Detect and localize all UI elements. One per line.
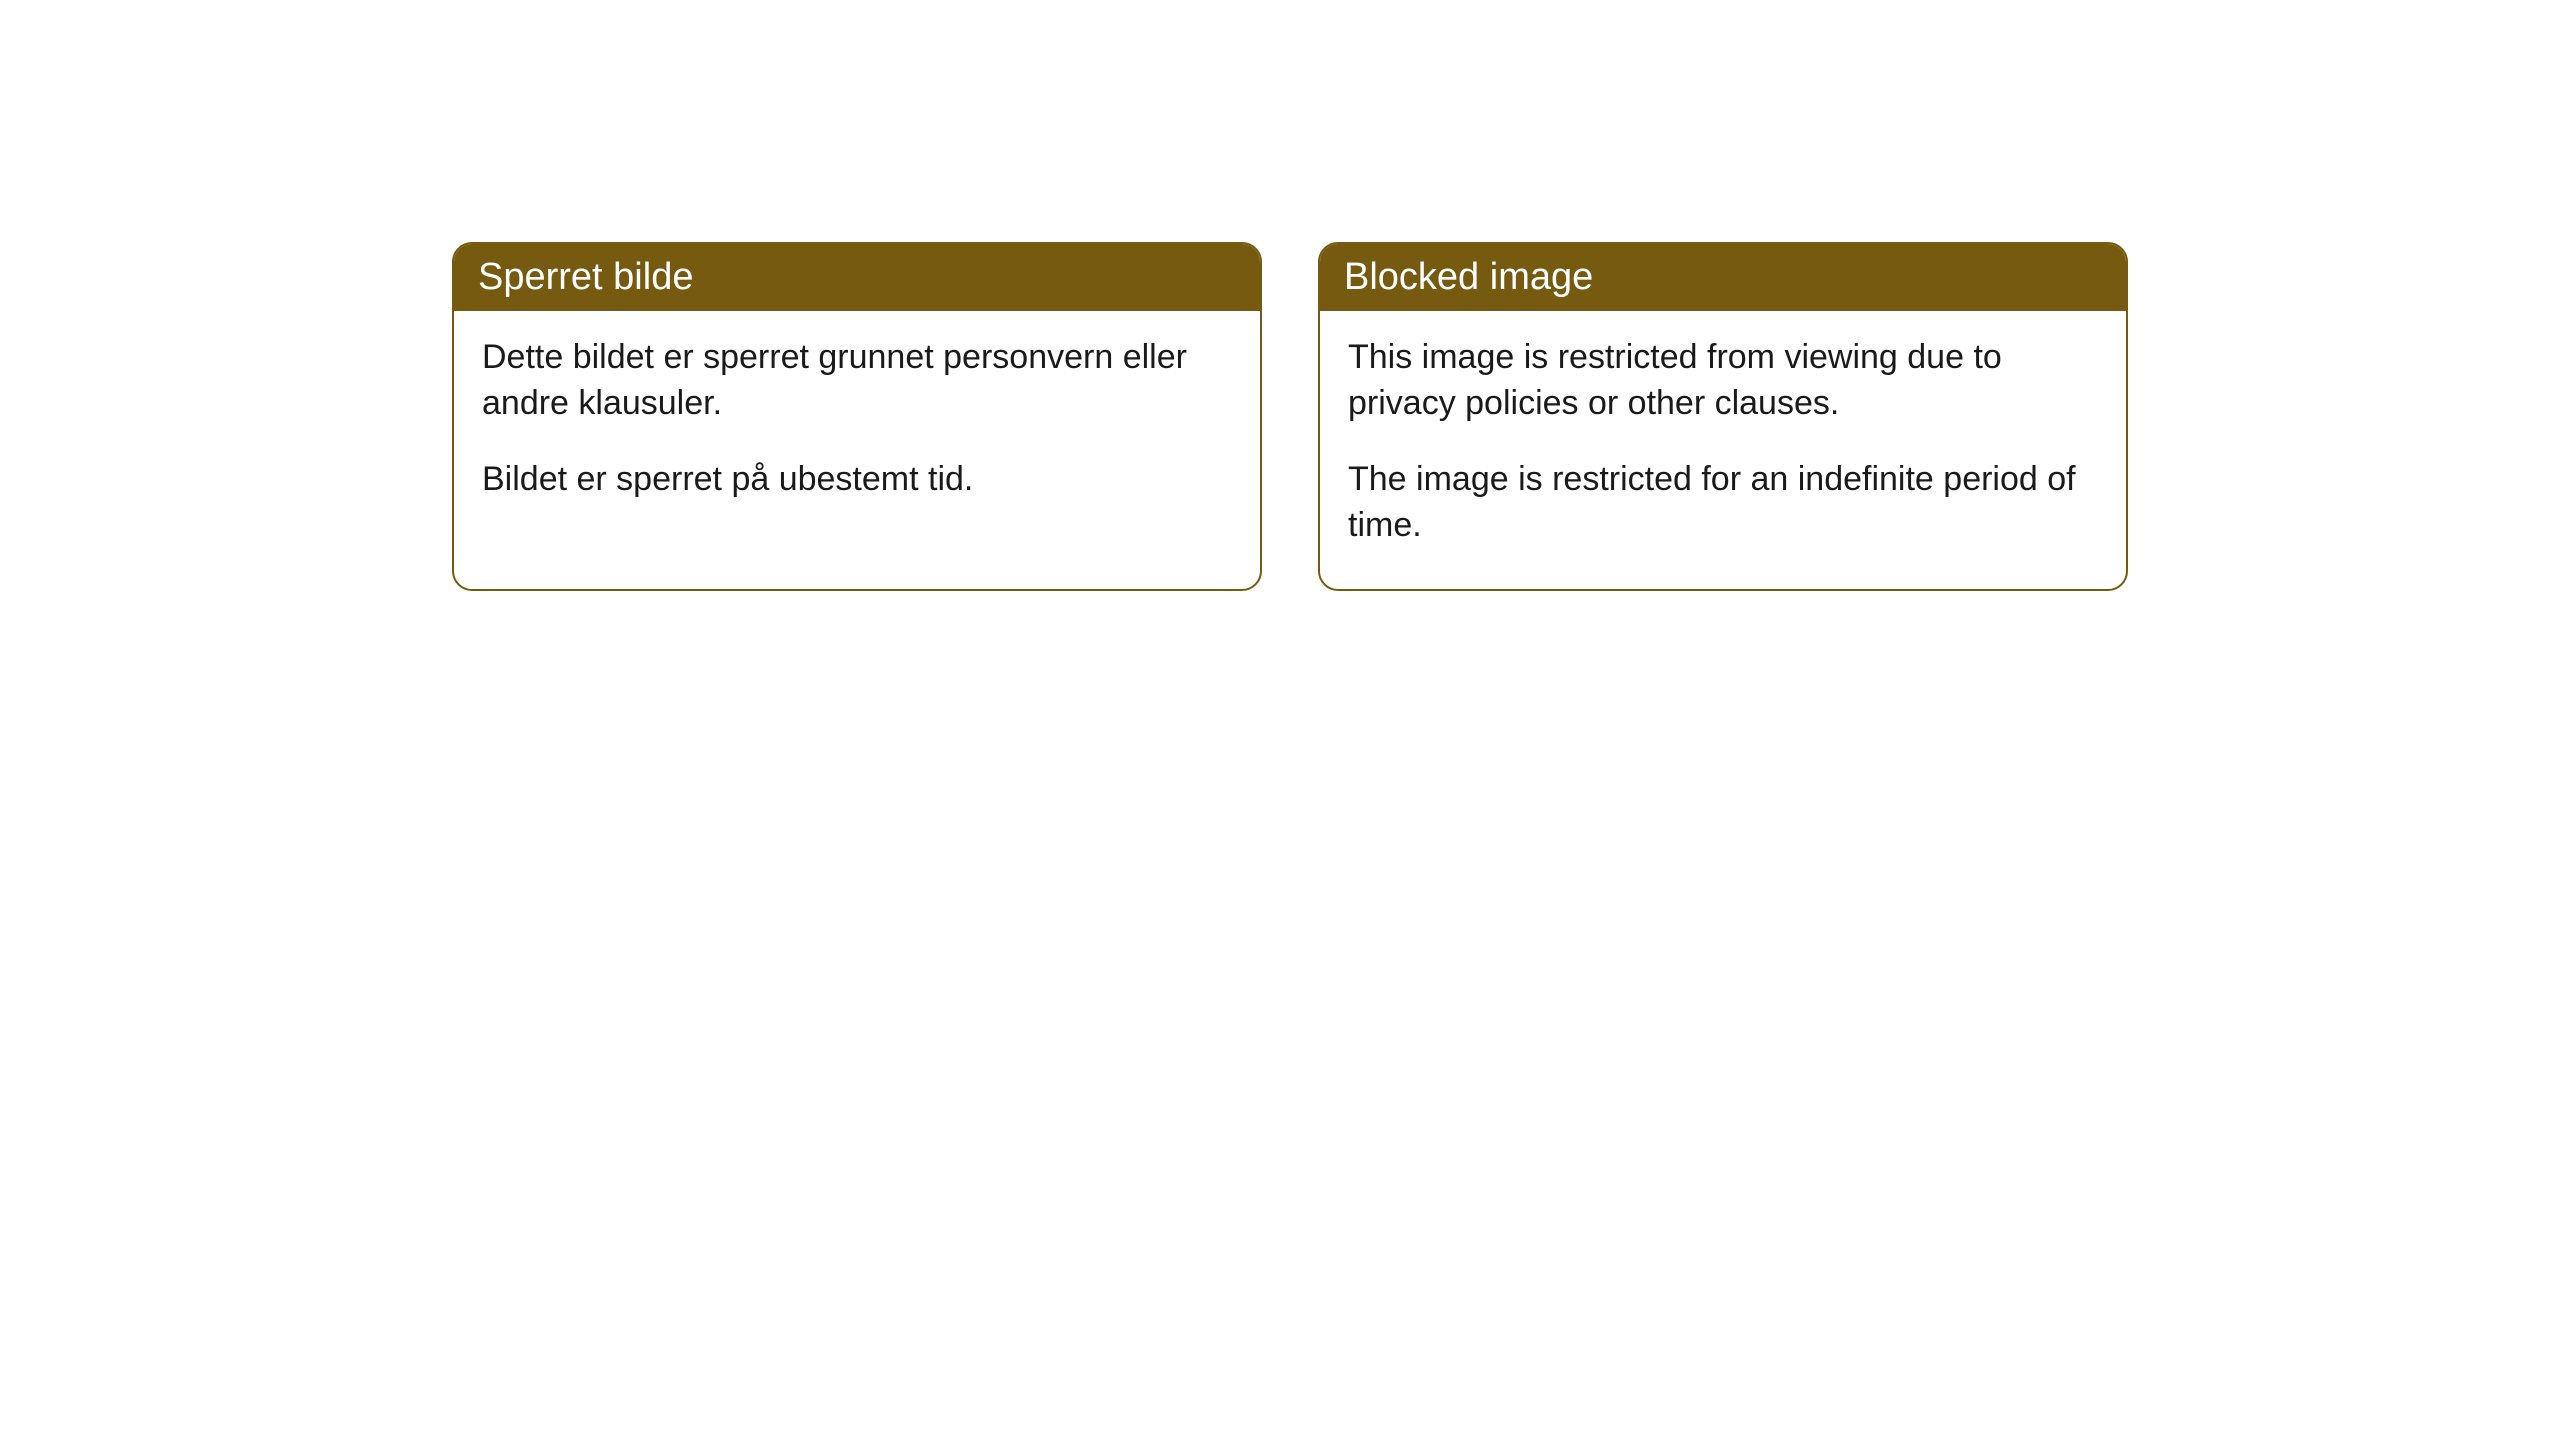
blocked-image-card-norwegian: Sperret bilde Dette bildet er sperret gr… <box>452 242 1262 591</box>
card-header: Sperret bilde <box>454 244 1260 311</box>
card-paragraph: Bildet er sperret på ubestemt tid. <box>482 457 1232 503</box>
card-header: Blocked image <box>1320 244 2126 311</box>
card-paragraph: The image is restricted for an indefinit… <box>1348 457 2098 549</box>
card-body: This image is restricted from viewing du… <box>1320 311 2126 589</box>
card-body: Dette bildet er sperret grunnet personve… <box>454 311 1260 543</box>
blocked-image-card-english: Blocked image This image is restricted f… <box>1318 242 2128 591</box>
notice-cards-container: Sperret bilde Dette bildet er sperret gr… <box>0 0 2560 591</box>
card-paragraph: Dette bildet er sperret grunnet personve… <box>482 335 1232 427</box>
card-paragraph: This image is restricted from viewing du… <box>1348 335 2098 427</box>
